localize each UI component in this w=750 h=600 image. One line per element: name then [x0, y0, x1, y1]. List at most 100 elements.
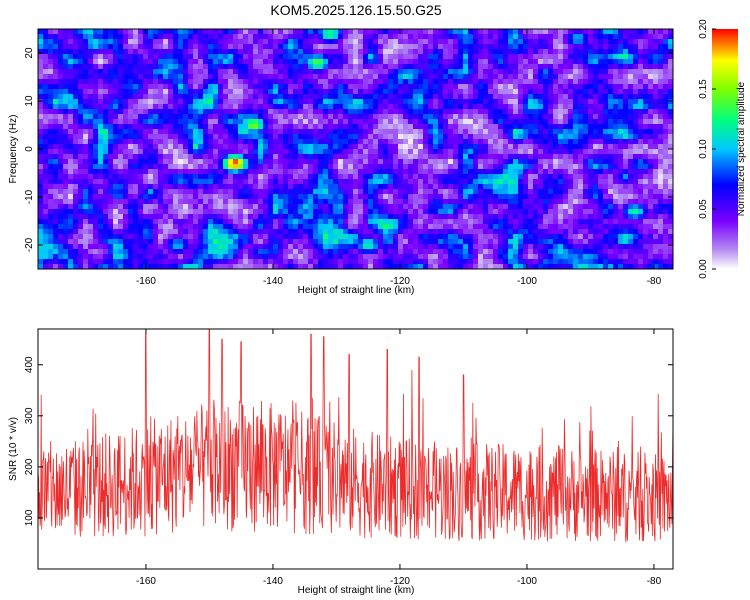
heat-cell [213, 39, 219, 45]
heat-cell [248, 104, 254, 110]
heat-cell [433, 129, 439, 135]
heat-cell [173, 69, 179, 75]
heat-cell [513, 69, 519, 75]
heat-cell [538, 64, 544, 70]
heat-cell [233, 109, 239, 115]
heat-cell [433, 119, 439, 125]
heat-cell [168, 64, 174, 70]
heat-cell [423, 209, 429, 215]
heat-cell [43, 224, 49, 230]
heat-cell [528, 69, 534, 75]
heat-cell [308, 139, 314, 145]
heat-cell [128, 154, 134, 160]
heat-cell [353, 54, 359, 60]
heat-cell [68, 84, 74, 90]
heat-cell [408, 199, 414, 205]
heat-cell [633, 34, 639, 40]
heat-cell [313, 179, 319, 185]
heat-cell [243, 174, 249, 180]
heat-cell [448, 164, 454, 170]
heat-cell [453, 54, 459, 60]
heat-cell [493, 194, 499, 200]
heat-cell [633, 174, 639, 180]
heat-cell [448, 44, 454, 50]
heat-cell [538, 119, 544, 125]
heat-cell [403, 69, 409, 75]
heat-cell [388, 209, 394, 215]
heat-cell [488, 109, 494, 115]
heat-cell [588, 204, 594, 210]
heat-cell [343, 184, 349, 190]
heat-cell [518, 179, 524, 185]
heat-cell [488, 149, 494, 155]
heat-cell [443, 34, 449, 40]
heat-cell [668, 69, 673, 75]
heat-cell [153, 194, 159, 200]
heat-cell [68, 54, 74, 60]
heat-cell [318, 164, 324, 170]
heat-cell [388, 174, 394, 180]
heat-cell [93, 49, 99, 55]
heat-cell [163, 64, 169, 70]
heat-cell [443, 84, 449, 90]
heat-cell [508, 219, 514, 225]
heat-cell [658, 124, 664, 130]
heat-cell [473, 49, 479, 55]
heat-cell [578, 199, 584, 205]
heat-cell [48, 84, 54, 90]
heat-cell [403, 114, 409, 120]
heat-cell [368, 209, 374, 215]
heat-cell [163, 129, 169, 135]
heat-cell [443, 104, 449, 110]
heat-cell [333, 189, 339, 195]
heat-cell [513, 174, 519, 180]
heat-cell [48, 124, 54, 130]
heat-cell [273, 209, 279, 215]
heat-cell [363, 134, 369, 140]
heat-cell [458, 219, 464, 225]
heat-cell [163, 34, 169, 40]
heat-cell [318, 79, 324, 85]
heat-cell [563, 199, 569, 205]
heat-cell [273, 84, 279, 90]
heat-cell [548, 149, 554, 155]
heat-cell [313, 74, 319, 80]
heat-cell [558, 144, 564, 150]
heat-cell [138, 104, 144, 110]
heat-cell [658, 49, 664, 55]
heat-cell [68, 59, 74, 65]
heat-cell [323, 69, 329, 75]
heat-cell [503, 104, 509, 110]
heat-cell [58, 34, 64, 40]
heat-cell [643, 64, 649, 70]
heat-cell [348, 109, 354, 115]
heat-cell [633, 104, 639, 110]
heat-cell [368, 109, 374, 115]
heat-cell [208, 49, 214, 55]
heat-cell [538, 174, 544, 180]
heat-cell [568, 179, 574, 185]
heat-cell [268, 59, 274, 65]
heat-cell [118, 144, 124, 150]
heat-cell [58, 109, 64, 115]
heat-cell [508, 134, 514, 140]
heat-cell [323, 139, 329, 145]
heat-cell [213, 69, 219, 75]
heat-cell [608, 59, 614, 65]
heat-cell [58, 69, 64, 75]
heat-cell [103, 74, 109, 80]
heat-cell [253, 34, 259, 40]
heat-cell [398, 99, 404, 105]
heat-cell [478, 119, 484, 125]
heat-cell [533, 79, 539, 85]
heat-cell [613, 74, 619, 80]
heat-cell [538, 109, 544, 115]
heat-cell [308, 89, 314, 95]
heat-cell [668, 134, 673, 140]
heat-cell [243, 129, 249, 135]
heat-cell [428, 114, 434, 120]
heat-cell [643, 84, 649, 90]
heat-cell [638, 189, 644, 195]
heat-cell [293, 39, 299, 45]
heat-cell [128, 29, 134, 35]
